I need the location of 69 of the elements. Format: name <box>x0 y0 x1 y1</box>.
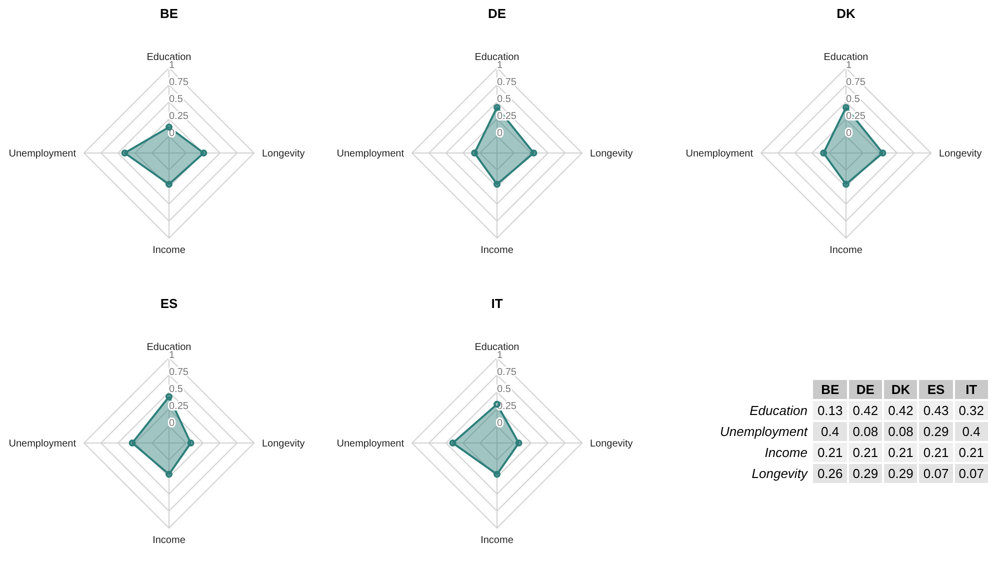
data-label: 0.32 <box>954 401 988 420</box>
y-tick-label: 0.5 <box>169 384 184 395</box>
data-label: 0.08 <box>848 422 882 441</box>
series-label: DE <box>848 380 882 399</box>
data-label: 0.26 <box>813 464 847 483</box>
data-label: 0.43 <box>919 401 953 420</box>
data-label: 0.13 <box>813 401 847 420</box>
y-tick-label: 0.75 <box>846 77 866 88</box>
y-tick-label: 1 <box>169 60 175 71</box>
series-label: IT <box>954 380 988 399</box>
spoke-label: Unemployment <box>8 148 76 160</box>
spoke-label: Unemployment <box>8 438 76 450</box>
spoke-label: Income <box>480 535 514 546</box>
y-tick-label: 0 <box>169 418 175 429</box>
series-label: ES <box>919 380 953 399</box>
data-label: 0.21 <box>919 443 953 462</box>
data-label: 0.29 <box>884 464 918 483</box>
spoke-label: Longevity <box>262 148 305 160</box>
data-label: 0.29 <box>919 422 953 441</box>
category-label: Education <box>748 402 808 420</box>
y-tick-label: 0.25 <box>169 111 189 122</box>
category-label: Longevity <box>750 465 809 483</box>
spoke-label: Longevity <box>262 438 305 450</box>
spoke-label: Income <box>480 245 514 256</box>
data-label: 0.21 <box>954 443 988 462</box>
data-label: 0.4 <box>954 422 988 441</box>
category-label: Income <box>764 444 808 462</box>
y-tick-label: 1 <box>846 60 852 71</box>
spoke-label: Longevity <box>590 438 633 450</box>
chart-title: DK <box>836 6 856 21</box>
category-label: Unemployment <box>719 423 809 441</box>
chart-title: DE <box>486 6 508 21</box>
y-tick-label: 0 <box>846 128 852 139</box>
data-label: 0.4 <box>813 422 847 441</box>
spoke-label: Longevity <box>590 148 633 160</box>
y-tick-label: 0 <box>497 418 503 429</box>
y-tick-label: 1 <box>497 60 503 71</box>
spoke-label: Unemployment <box>336 148 404 160</box>
spoke-label: Unemployment <box>686 148 754 160</box>
series-label: DK <box>884 380 918 399</box>
y-tick-label: 0.5 <box>846 94 860 105</box>
data-label: 0.08 <box>884 422 918 441</box>
y-tick-label: 0.5 <box>169 94 184 105</box>
y-tick-label: 0.5 <box>497 94 512 105</box>
y-tick-label: 0.75 <box>497 77 517 88</box>
y-tick-label: 1 <box>169 350 175 361</box>
data-label: 0.21 <box>848 443 882 462</box>
spoke-label: Income <box>152 245 186 256</box>
data-label: 0.07 <box>919 464 953 483</box>
y-tick-label: 0.75 <box>169 367 189 378</box>
chart-title: IT <box>490 296 504 311</box>
spoke-label: Income <box>152 535 186 546</box>
y-tick-label: 0 <box>497 128 503 139</box>
y-tick-label: 1 <box>497 350 503 361</box>
data-label: 0.42 <box>884 401 918 420</box>
spoke-label: Income <box>830 245 863 256</box>
y-tick-label: 0.75 <box>169 77 189 88</box>
spoke-label: Longevity <box>939 148 982 160</box>
data-label: 0.42 <box>848 401 882 420</box>
data-label: 0.21 <box>884 443 918 462</box>
y-tick-label: 0.5 <box>497 384 512 395</box>
y-tick-label: 0.75 <box>497 367 517 378</box>
spoke-label: Unemployment <box>336 438 404 450</box>
data-label: 0.29 <box>848 464 882 483</box>
data-label: 0.21 <box>813 443 847 462</box>
data-label: 0.07 <box>954 464 988 483</box>
chart-title: BE <box>158 6 180 21</box>
series-label: BE <box>813 380 847 399</box>
chart-title: ES <box>159 296 179 311</box>
